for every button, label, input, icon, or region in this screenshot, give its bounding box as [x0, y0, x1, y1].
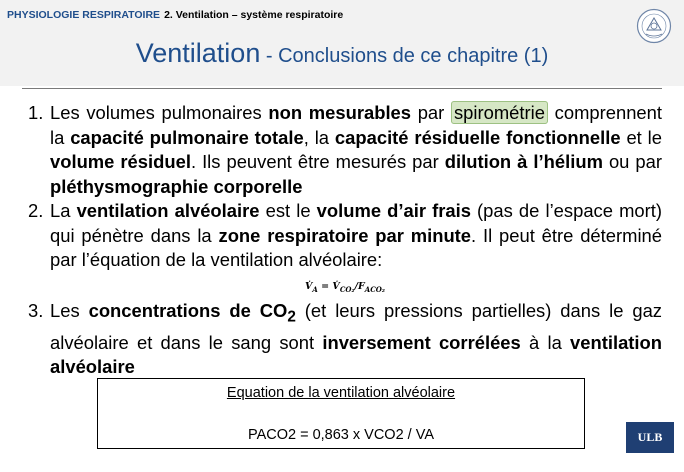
bold-term: non mesurables	[268, 102, 412, 123]
text-run: . Il peut être déterminé par l’équation …	[50, 224, 662, 271]
subscript: 2	[287, 309, 296, 327]
formula-part: V̇	[305, 280, 313, 292]
breadcrumb: PHYSIOLOGIE RESPIRATOIRE 2. Ventilation –…	[7, 9, 343, 21]
bold-term: capacité pulmonaire totale	[70, 126, 304, 148]
bold-term: dilution à l’hélium	[444, 151, 603, 172]
item-text: Les volumes pulmonaires non mesurables p…	[50, 101, 662, 199]
formula-part: CO₂	[339, 284, 355, 294]
formula-part: A	[312, 284, 318, 294]
equation-box-title: Equation de la ventilation alvéolaire	[226, 385, 456, 401]
list-item-3: 3. Les concentrations de CO2 (et leurs p…	[28, 299, 662, 379]
bold-term: zone respiratoire par minute	[218, 224, 472, 246]
bold-term: pléthysmographie corporelle	[50, 175, 303, 197]
university-seal-icon	[636, 8, 672, 44]
page-title-main: Ventilation	[135, 38, 261, 68]
equation-box-text: PACO2 = 0,863 x VCO2 / VA	[247, 427, 435, 443]
title-divider	[22, 88, 662, 89]
text-run: et le	[620, 126, 662, 148]
page-title-sub: - Conclusions de ce chapitre (1)	[260, 45, 549, 67]
bold-term: volume résiduel	[50, 151, 191, 172]
text-run: . Ils peuvent être mesurés par	[190, 151, 445, 172]
text-run: (et leurs pressions partielles) dans le …	[50, 300, 663, 353]
text-run: Les volumes pulmonaires	[50, 102, 269, 123]
bold-term: capacité résiduelle fonctionnelle	[334, 126, 621, 148]
formula-part: ACO₂	[364, 284, 385, 294]
formula-part: = V̇	[317, 280, 340, 292]
page-title: Ventilation - Conclusions de ce chapitre…	[0, 38, 684, 69]
text-run: à la	[520, 331, 571, 353]
text-run: est le	[259, 200, 317, 221]
text-run: La	[50, 200, 77, 221]
text-run: ou par	[602, 151, 662, 172]
formula-part: /F	[354, 280, 365, 292]
item-number: 3.	[28, 300, 44, 322]
item-number: 2.	[28, 200, 44, 221]
item-number: 1.	[28, 102, 44, 123]
text-run: comprennent la	[50, 102, 662, 148]
bold-term: concentrations de CO	[88, 300, 288, 322]
ulb-logo: ULB	[626, 422, 674, 453]
list-item-1: 1. Les volumes pulmonaires non mesurable…	[28, 101, 662, 199]
equation-box: Equation de la ventilation alvéolaire PA…	[97, 378, 585, 449]
bold-term: ventilation alvéolaire	[76, 200, 260, 221]
list-item-2: 2. La ventilation alvéolaire est le volu…	[28, 199, 662, 273]
breadcrumb-course: PHYSIOLOGIE RESPIRATOIRE	[7, 9, 161, 21]
header-band	[0, 0, 684, 86]
breadcrumb-chapter: 2. Ventilation – système respiratoire	[164, 9, 344, 21]
bold-term: inversement corrélées	[322, 331, 521, 353]
text-run: Les	[50, 300, 89, 322]
highlighted-term: spirométrie	[450, 101, 548, 124]
text-run: (pas de l’espace mort) qui pénètre dans …	[50, 200, 662, 246]
bold-term: ventilation alvéolaire	[50, 331, 663, 378]
alveolar-ventilation-formula: V̇A = V̇CO₂/FACO₂	[28, 279, 662, 298]
item-text: Les concentrations de CO2 (et leurs pres…	[50, 299, 662, 379]
text-run: par	[411, 102, 451, 123]
bold-term: volume d’air frais	[316, 200, 471, 221]
item-text: La ventilation alvéolaire est le volume …	[50, 199, 662, 273]
conclusions-list: 1. Les volumes pulmonaires non mesurable…	[28, 101, 662, 380]
text-run: , la	[303, 126, 335, 148]
